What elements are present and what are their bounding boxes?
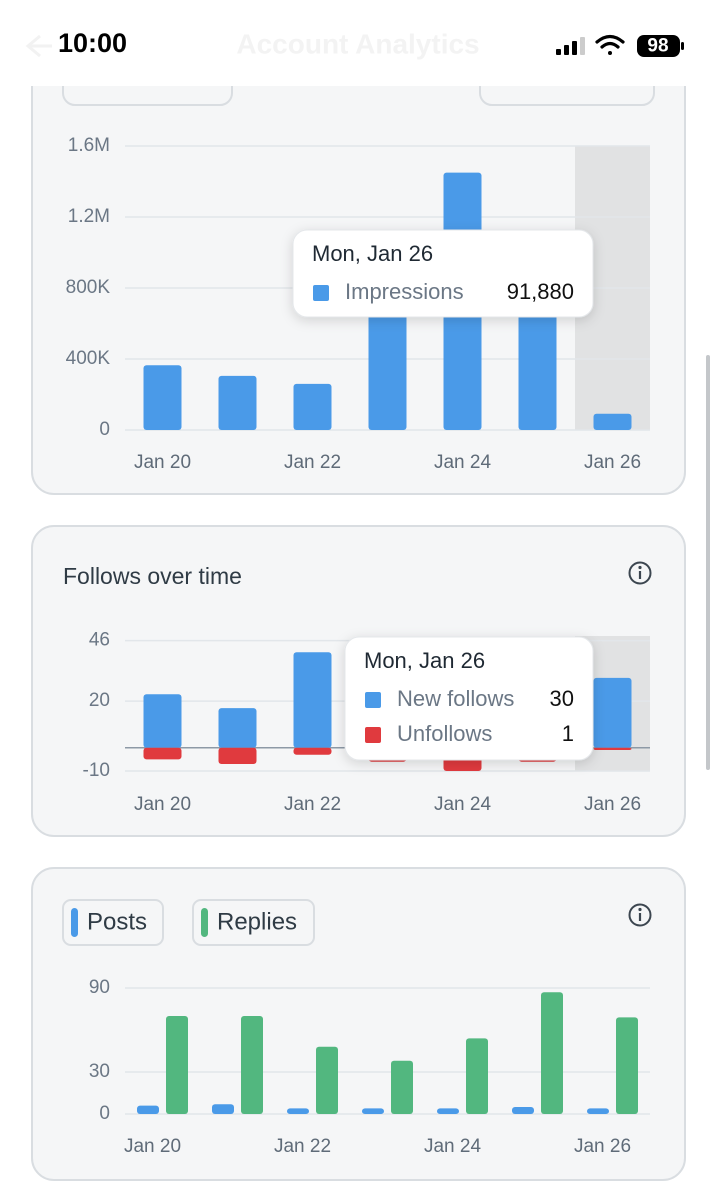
tooltip-value: 30 — [550, 686, 574, 711]
tooltip-series: New follows — [397, 686, 514, 711]
tooltip-series: Impressions — [345, 279, 464, 304]
tooltip-box — [292, 229, 594, 318]
bar — [593, 677, 632, 748]
bar — [293, 747, 332, 755]
bar — [316, 1046, 338, 1114]
back-button[interactable] — [25, 34, 52, 58]
bar — [293, 383, 332, 430]
bar — [437, 1108, 459, 1114]
x-tick-label: Jan 22 — [274, 1136, 331, 1157]
y-tick-label: 1.2M — [68, 206, 110, 227]
legend-label: Posts — [87, 908, 147, 935]
header-title: Account Analytics — [236, 28, 479, 59]
tooltip-swatch — [313, 285, 329, 301]
signal-icon — [556, 37, 585, 55]
y-tick-label: 0 — [99, 1103, 110, 1124]
bar — [616, 1017, 638, 1114]
x-tick-label: Jan 20 — [134, 452, 191, 473]
x-tick-label: Jan 26 — [574, 1136, 631, 1157]
bar — [166, 1016, 188, 1114]
battery — [637, 35, 680, 57]
tooltip-title: Mon, Jan 26 — [312, 241, 433, 266]
x-tick-label: Jan 24 — [434, 794, 491, 815]
status-time: 10:00 — [58, 28, 127, 58]
tooltip: Mon, Jan 26 Impressions 91,880 — [292, 229, 594, 318]
legend-chip[interactable]: Replies — [192, 899, 315, 946]
info-icon[interactable] — [628, 561, 652, 585]
legend-label: Replies — [217, 908, 297, 935]
tooltip-value: 91,880 — [507, 279, 574, 304]
bar — [466, 1038, 488, 1114]
y-tick-label: 800K — [66, 277, 111, 298]
y-tick-label: 46 — [89, 630, 110, 651]
bar — [287, 1108, 309, 1114]
x-tick-label: Jan 24 — [434, 452, 491, 473]
legend-chip[interactable]: Posts — [62, 899, 164, 946]
bar — [293, 652, 332, 748]
bar — [512, 1107, 534, 1114]
tooltip-box — [344, 636, 594, 761]
scrollbar — [706, 355, 710, 770]
battery-nub — [681, 42, 684, 50]
y-tick-label: 0 — [99, 419, 110, 440]
y-tick-label: 1.6M — [68, 135, 110, 156]
bar — [541, 992, 563, 1114]
bar — [593, 747, 632, 751]
y-tick-label: 90 — [89, 977, 110, 998]
tooltip-title: Mon, Jan 26 — [364, 648, 485, 673]
bar — [218, 708, 257, 748]
bar — [218, 375, 257, 430]
y-tick-label: 400K — [66, 348, 111, 369]
bar — [391, 1060, 413, 1114]
tooltip-swatch — [365, 727, 381, 743]
tooltip: Mon, Jan 26 New follows 30 Unfollows 1 — [344, 636, 594, 761]
x-tick-label: Jan 22 — [284, 452, 341, 473]
wifi-icon — [595, 34, 625, 55]
tooltip-series: Unfollows — [397, 721, 492, 746]
card — [31, 867, 686, 1181]
bar — [518, 295, 557, 430]
battery-level: 98 — [647, 36, 668, 57]
x-tick-label: Jan 20 — [124, 1136, 181, 1157]
bar — [137, 1105, 159, 1114]
tooltip-value: 1 — [562, 721, 574, 746]
bar — [143, 694, 182, 748]
x-tick-label: Jan 26 — [584, 452, 641, 473]
bar — [593, 413, 632, 430]
bar — [587, 1108, 609, 1114]
x-tick-label: Jan 20 — [134, 794, 191, 815]
tooltip-swatch — [365, 692, 381, 708]
bar — [143, 365, 182, 430]
bar — [241, 1016, 263, 1114]
chart-title: Follows over time — [63, 563, 242, 589]
bar — [212, 1104, 234, 1114]
bar — [362, 1108, 384, 1114]
x-tick-label: Jan 24 — [424, 1136, 481, 1157]
y-tick-label: 30 — [89, 1061, 110, 1082]
x-tick-label: Jan 26 — [584, 794, 641, 815]
bar — [143, 747, 182, 760]
y-tick-label: -10 — [83, 760, 110, 781]
x-tick-label: Jan 22 — [284, 794, 341, 815]
y-tick-label: 20 — [89, 690, 110, 711]
bar — [218, 747, 257, 765]
info-icon[interactable] — [628, 903, 652, 927]
